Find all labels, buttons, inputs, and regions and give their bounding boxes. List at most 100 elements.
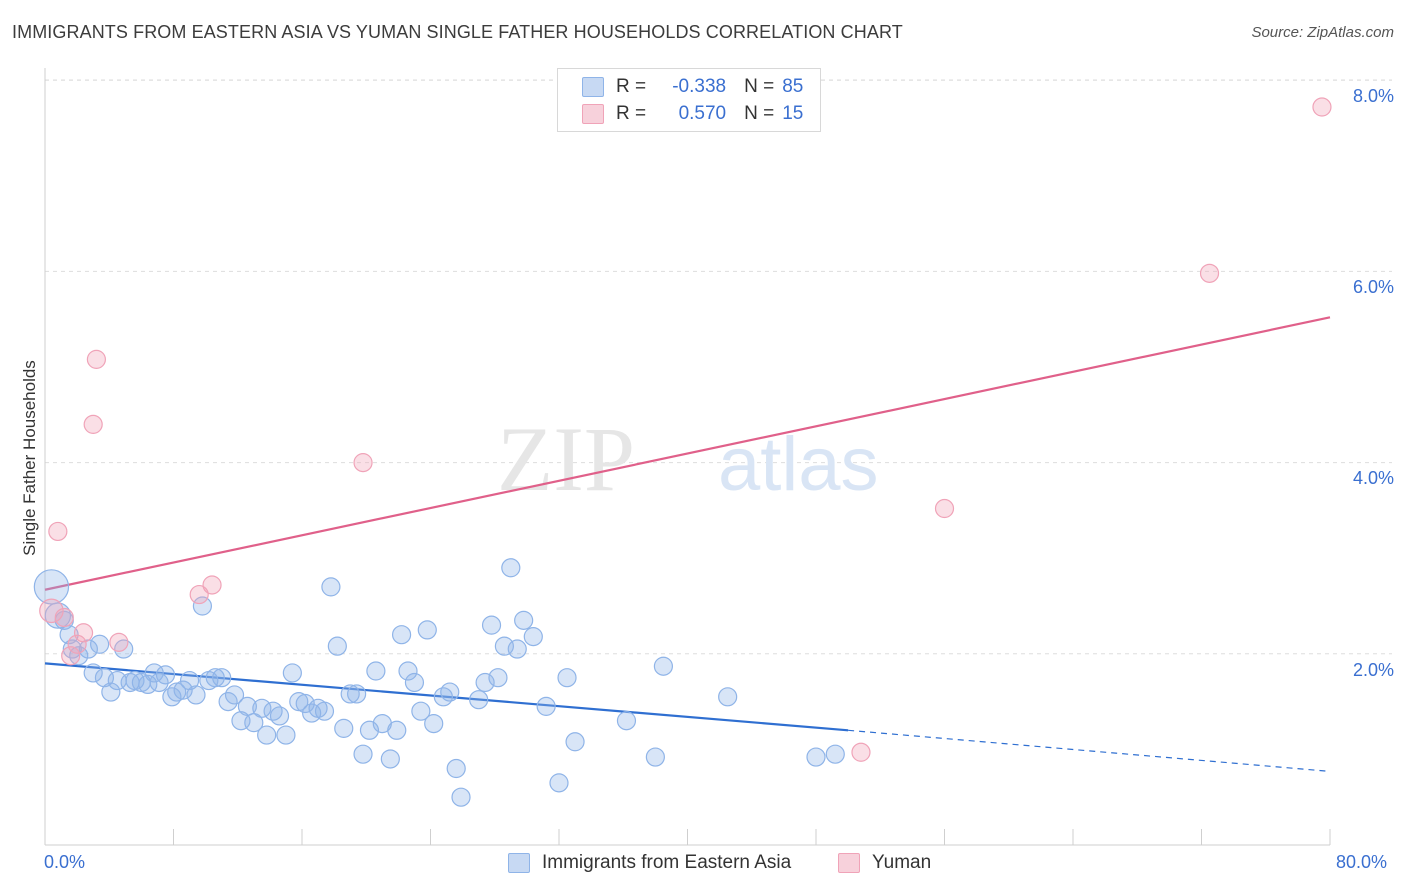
point-yuman — [202, 575, 222, 595]
legend-row-pink: R = 0.570 N = 15 — [582, 102, 803, 126]
point-eastern-asia — [645, 747, 665, 767]
point-eastern-asia — [565, 732, 585, 752]
grid-lines — [45, 79, 1392, 655]
legend-r-value: 0.570 — [678, 103, 727, 124]
point-eastern-asia — [366, 661, 386, 681]
legend-r-value: -0.338 — [672, 76, 727, 97]
bottom-legend-swatch-pink — [838, 853, 860, 873]
legend-r-label: R = — [616, 103, 647, 124]
y-tick-label-4: 4.0% — [1352, 468, 1394, 488]
point-eastern-asia — [424, 713, 444, 734]
legend-n-value: 85 — [782, 76, 804, 97]
point-eastern-asia — [44, 602, 72, 629]
bottom-legend-item-yuman: Yuman — [838, 852, 931, 874]
point-eastern-asia — [155, 665, 176, 685]
point-yuman — [1312, 97, 1332, 117]
legend-n-label: N = — [744, 103, 775, 124]
point-yuman — [353, 453, 373, 473]
point-eastern-asia — [507, 639, 527, 659]
point-eastern-asia — [192, 596, 213, 616]
point-yuman — [1199, 263, 1220, 283]
point-eastern-asia — [224, 685, 245, 705]
watermark: ZIP atlas — [497, 408, 879, 510]
point-eastern-asia — [549, 773, 569, 793]
point-yuman — [189, 584, 209, 605]
point-yuman — [61, 646, 81, 666]
point-eastern-asia — [276, 725, 296, 745]
legend-n-label: N = — [744, 76, 775, 97]
point-eastern-asia — [83, 663, 103, 683]
point-eastern-asia — [536, 696, 556, 716]
point-eastern-asia — [469, 690, 489, 710]
point-yuman — [851, 742, 871, 762]
point-yuman — [39, 598, 64, 624]
point-eastern-asia — [340, 684, 360, 704]
bottom-legend-item-eastern-asia: Immigrants from Eastern Asia — [508, 852, 791, 874]
point-eastern-asia — [451, 787, 471, 807]
point-eastern-asia — [269, 706, 290, 726]
point-eastern-asia — [347, 684, 367, 704]
point-eastern-asia — [387, 720, 407, 740]
trend-lines — [44, 316, 1331, 772]
chart-title: IMMIGRANTS FROM EASTERN ASIA VS YUMAN SI… — [12, 22, 903, 42]
point-eastern-asia — [825, 744, 845, 764]
point-eastern-asia — [488, 668, 508, 688]
point-eastern-asia — [179, 670, 200, 691]
legend-row-blue: R = -0.338 N = 85 — [582, 75, 803, 99]
point-eastern-asia — [440, 682, 460, 702]
x-tick-label-80: 80.0% — [1336, 852, 1388, 872]
point-eastern-asia — [481, 615, 502, 635]
point-eastern-asia — [411, 701, 431, 721]
watermark-zip: ZIP — [497, 408, 635, 510]
point-eastern-asia — [295, 693, 315, 714]
point-yuman — [934, 498, 955, 519]
point-eastern-asia — [653, 656, 674, 676]
bottom-legend: Immigrants from Eastern Asia Yuman — [0, 852, 1406, 878]
watermark-atlas: atlas — [718, 422, 879, 507]
point-eastern-asia — [173, 680, 193, 700]
legend-r-label: R = — [616, 76, 647, 97]
data-points — [33, 97, 1332, 807]
point-eastern-asia — [33, 569, 70, 605]
legend-swatch-blue — [582, 77, 604, 97]
point-eastern-asia — [523, 627, 543, 647]
point-yuman — [54, 607, 74, 628]
point-eastern-asia — [205, 668, 225, 688]
point-eastern-asia — [244, 713, 264, 733]
point-eastern-asia — [186, 685, 206, 705]
point-eastern-asia — [475, 672, 495, 693]
y-tick-label-2: 2.0% — [1352, 660, 1394, 680]
point-eastern-asia — [101, 682, 121, 702]
point-yuman — [67, 634, 87, 654]
point-eastern-asia — [237, 696, 257, 716]
point-eastern-asia — [212, 668, 232, 688]
point-eastern-asia — [557, 668, 577, 688]
trend-line-eastern-asia-extension — [848, 729, 1331, 772]
point-eastern-asia — [398, 661, 418, 681]
bottom-legend-label: Yuman — [872, 852, 932, 873]
axes — [44, 68, 1331, 846]
bottom-legend-label: Immigrants from Eastern Asia — [542, 852, 792, 873]
point-eastern-asia — [327, 636, 347, 656]
point-eastern-asia — [314, 701, 335, 721]
point-eastern-asia — [90, 634, 110, 654]
point-yuman — [73, 623, 94, 643]
trend-line-yuman — [44, 316, 1331, 591]
point-eastern-asia — [321, 577, 341, 597]
point-eastern-asia — [806, 747, 826, 767]
point-yuman — [83, 414, 103, 434]
legend-swatch-pink — [582, 104, 604, 124]
legend-n-value: 15 — [782, 103, 804, 124]
point-eastern-asia — [404, 672, 425, 693]
point-eastern-asia — [446, 758, 466, 779]
x-tick-label-0: 0.0% — [44, 852, 86, 872]
y-tick-label-6: 6.0% — [1352, 277, 1394, 297]
point-eastern-asia — [391, 625, 412, 645]
point-eastern-asia — [149, 672, 169, 693]
point-eastern-asia — [257, 725, 277, 745]
point-yuman — [86, 349, 107, 369]
y-tick-label-8: 8.0% — [1352, 86, 1394, 106]
point-eastern-asia — [616, 711, 637, 731]
point-yuman — [109, 632, 129, 652]
point-eastern-asia — [334, 718, 354, 738]
